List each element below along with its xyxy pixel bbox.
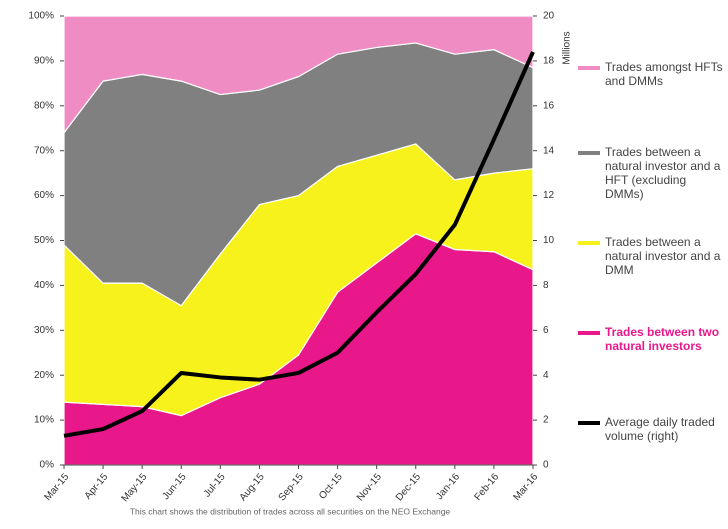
y2-tick-label: 18	[543, 56, 555, 67]
line	[63, 51, 535, 438]
x-tick-label: Feb-16	[472, 471, 501, 503]
y-tick-label: 10%	[34, 415, 54, 426]
legend-swatch	[578, 331, 600, 335]
y2-axis-label: Millions	[562, 31, 573, 64]
x-tick-label: May-15	[120, 471, 150, 504]
y2-tick-label: 6	[543, 325, 549, 336]
y-tick-label: 0%	[40, 460, 55, 471]
legend-label: Trades amongst HFTs and DMMs	[605, 60, 723, 88]
x-tick-label: Nov-15	[355, 471, 384, 503]
footnote: This chart shows the distribution of tra…	[130, 506, 451, 516]
y2-tick-label: 12	[543, 190, 555, 201]
x-tick-label: Apr-15	[83, 471, 111, 501]
y2-tick-label: 16	[543, 100, 555, 111]
legend-swatch	[578, 66, 600, 70]
x-tick-label: Jul-15	[202, 471, 228, 499]
legend-swatch	[578, 151, 600, 155]
x-tick-label: Dec-15	[394, 471, 423, 503]
y-tick-label: 30%	[34, 325, 54, 336]
legend-swatch	[578, 241, 600, 245]
y2-tick-label: 20	[543, 11, 555, 22]
x-tick-label: Jan-16	[434, 471, 462, 502]
legend-label: Trades between a natural investor and a …	[605, 235, 721, 277]
legend-label: Trades between two natural investors	[605, 325, 720, 353]
y2-tick-label: 14	[543, 145, 555, 156]
y-tick-label: 40%	[34, 280, 54, 291]
y-tick-label: 20%	[34, 370, 54, 381]
legend-label: Trades between a natural investor and a …	[605, 145, 721, 201]
y2-tick-label: 8	[543, 280, 549, 291]
x-tick-label: Sep-15	[277, 471, 306, 503]
area	[63, 15, 534, 135]
x-tick-label: Mar-15	[43, 471, 72, 503]
x-tick-label: Jun-15	[160, 471, 188, 502]
y-tick-label: 100%	[28, 11, 54, 22]
y-tick-label: 80%	[34, 100, 54, 111]
y-tick-label: 90%	[34, 56, 54, 67]
y2-tick-label: 2	[543, 415, 549, 426]
y2-tick-label: 4	[543, 370, 549, 381]
legend-label: Average daily traded volume (right)	[605, 415, 715, 443]
y2-tick-label: 0	[543, 460, 549, 471]
y-tick-label: 50%	[34, 235, 54, 246]
x-tick-label: Mar-16	[512, 471, 541, 503]
x-tick-label: Aug-15	[238, 471, 267, 503]
y2-tick-label: 10	[543, 235, 555, 246]
x-tick-label: Oct-15	[317, 471, 345, 501]
legend-swatch	[578, 421, 600, 425]
y-tick-label: 70%	[34, 145, 54, 156]
y-tick-label: 60%	[34, 190, 54, 201]
